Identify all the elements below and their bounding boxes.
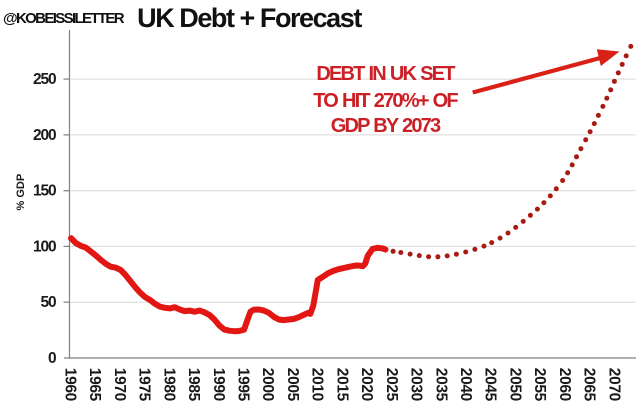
svg-text:1995: 1995 <box>235 368 252 402</box>
svg-text:2020: 2020 <box>358 368 375 401</box>
svg-text:250: 250 <box>33 71 56 88</box>
svg-text:2045: 2045 <box>482 368 499 402</box>
svg-text:1975: 1975 <box>136 368 153 402</box>
svg-text:GDP BY 2073: GDP BY 2073 <box>331 115 441 137</box>
svg-text:1970: 1970 <box>111 368 128 401</box>
svg-text:1965: 1965 <box>86 368 103 402</box>
svg-text:2030: 2030 <box>408 368 425 401</box>
svg-text:2010: 2010 <box>309 368 326 401</box>
svg-text:@KOBEISSILETTER: @KOBEISSILETTER <box>3 10 125 27</box>
svg-text:1985: 1985 <box>185 368 202 402</box>
svg-text:1960: 1960 <box>61 368 78 401</box>
svg-text:2035: 2035 <box>432 368 449 402</box>
svg-text:2000: 2000 <box>259 368 276 401</box>
svg-text:100: 100 <box>33 238 56 255</box>
svg-text:% GDP: % GDP <box>15 174 27 211</box>
svg-text:2070: 2070 <box>605 368 622 401</box>
svg-text:2065: 2065 <box>581 368 598 402</box>
svg-text:0: 0 <box>48 350 56 367</box>
svg-text:150: 150 <box>33 183 56 200</box>
svg-text:DEBT IN UK SET: DEBT IN UK SET <box>316 63 455 85</box>
svg-text:1990: 1990 <box>210 368 227 401</box>
svg-text:2015: 2015 <box>333 368 350 402</box>
svg-text:2040: 2040 <box>457 368 474 401</box>
svg-text:1980: 1980 <box>160 368 177 401</box>
svg-text:2055: 2055 <box>531 368 548 402</box>
svg-text:2005: 2005 <box>284 368 301 402</box>
svg-text:UK Debt + Forecast: UK Debt + Forecast <box>137 3 362 33</box>
svg-text:200: 200 <box>33 127 56 144</box>
svg-text:2025: 2025 <box>383 368 400 402</box>
svg-text:2060: 2060 <box>556 368 573 401</box>
svg-text:2050: 2050 <box>506 368 523 401</box>
svg-text:50: 50 <box>40 294 56 311</box>
svg-text:TO HIT 270%+ OF: TO HIT 270%+ OF <box>313 90 458 112</box>
